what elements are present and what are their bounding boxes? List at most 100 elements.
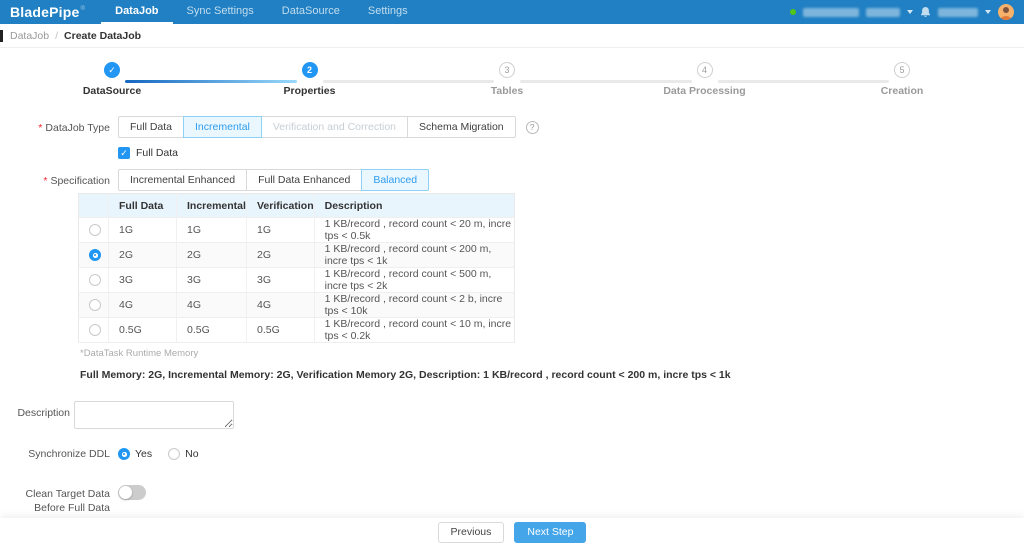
ddl-option-no[interactable]: No: [168, 448, 199, 461]
synchronize-ddl-label: Synchronize DDL: [28, 448, 110, 460]
required-asterisk: *: [43, 175, 48, 187]
top-nav-bar: BladePipe ® DataJob Sync Settings DataSo…: [0, 0, 1024, 24]
app-logo-text: BladePipe: [10, 4, 80, 20]
spec-radio-3g[interactable]: [89, 274, 101, 287]
table-header-row: Full Data Incremental Verification Descr…: [78, 193, 515, 218]
step-creation: 5 Creation: [881, 62, 923, 100]
breadcrumb-current: Create DataJob: [64, 29, 142, 42]
redacted-cluster-name: [803, 7, 859, 17]
cell-full-data: 3G: [108, 267, 177, 293]
col-header-incremental: Incremental: [176, 193, 247, 218]
topbar-right-group: [790, 0, 1024, 24]
full-data-checkbox-row: ✓ Full Data: [118, 147, 1024, 159]
option-incremental-enhanced[interactable]: Incremental Enhanced: [118, 169, 248, 191]
cell-description: 1 KB/record , record count < 200 m, incr…: [314, 242, 515, 268]
chevron-down-icon[interactable]: [907, 10, 913, 14]
specification-options: Incremental Enhanced Full Data Enhanced …: [118, 169, 430, 191]
cell-incremental: 1G: [176, 217, 247, 243]
cell-full-data: 4G: [108, 292, 177, 318]
specification-row: * Specification Incremental Enhanced Full…: [0, 169, 1024, 191]
cell-full-data: 1G: [108, 217, 177, 243]
cell-description: 1 KB/record , record count < 2 b, incre …: [314, 292, 515, 318]
step-label-datasource: DataSource: [82, 85, 142, 97]
datajob-type-row: * DataJob Type Full Data Incremental Veri…: [0, 116, 1024, 138]
main-nav-tabs: DataJob Sync Settings DataSource Setting…: [101, 0, 422, 24]
spec-radio-2g[interactable]: [89, 249, 101, 262]
bell-icon[interactable]: [920, 6, 931, 18]
user-chevron-down-icon[interactable]: [985, 10, 991, 14]
wizard-stepper: ✓ DataSource 2 Properties 3 Tables 4 Dat…: [0, 48, 1024, 100]
breadcrumb-parent[interactable]: DataJob: [10, 29, 50, 42]
option-full-data[interactable]: Full Data: [118, 116, 185, 138]
question-icon[interactable]: ?: [525, 120, 539, 134]
step-connector: [322, 79, 494, 83]
clean-target-toggle[interactable]: [118, 485, 146, 501]
breadcrumb-accent-bar: [0, 30, 3, 42]
spec-radio-1g[interactable]: [89, 224, 101, 237]
nav-tab-datajob[interactable]: DataJob: [101, 0, 173, 24]
step-number: 5: [894, 62, 910, 78]
description-textarea[interactable]: [74, 401, 234, 429]
spec-radio-4g[interactable]: [89, 299, 101, 312]
step-label-tables: Tables: [490, 85, 524, 97]
datajob-type-label: * DataJob Type: [38, 122, 110, 134]
col-header-full-data: Full Data: [108, 193, 177, 218]
cell-verification: 2G: [246, 242, 315, 268]
specification-label: * Specification: [43, 175, 110, 187]
step-number: 3: [499, 62, 515, 78]
option-full-data-enhanced[interactable]: Full Data Enhanced: [246, 169, 363, 191]
table-row: 2G 2G 2G 1 KB/record , record count < 20…: [78, 242, 515, 268]
col-header-description: Description: [314, 193, 515, 218]
spec-radio-05g[interactable]: [89, 324, 101, 337]
cell-full-data: 0.5G: [108, 317, 177, 343]
redacted-cluster-suffix: [866, 7, 900, 17]
status-dot: [790, 9, 796, 15]
cell-description: 1 KB/record , record count < 10 m, incre…: [314, 317, 515, 343]
datajob-properties-form: * DataJob Type Full Data Incremental Veri…: [0, 100, 1024, 547]
cell-full-data: 2G: [108, 242, 177, 268]
registered-mark: ®: [80, 5, 86, 12]
wizard-footer: Previous Next Step: [0, 518, 1024, 547]
cell-description: 1 KB/record , record count < 500 m, incr…: [314, 267, 515, 293]
full-data-checkbox[interactable]: ✓: [118, 147, 130, 159]
option-schema-migration[interactable]: Schema Migration: [407, 116, 516, 138]
radio-yes[interactable]: [118, 448, 130, 461]
step-number: 4: [696, 62, 713, 78]
previous-button[interactable]: Previous: [437, 522, 505, 543]
nav-tab-datasource[interactable]: DataSource: [281, 5, 340, 17]
step-datasource: ✓ DataSource: [83, 62, 302, 100]
ddl-option-yes[interactable]: Yes: [118, 448, 152, 461]
cell-verification: 4G: [246, 292, 315, 318]
required-asterisk: *: [38, 122, 43, 134]
cell-incremental: 2G: [176, 242, 247, 268]
table-row: 1G 1G 1G 1 KB/record , record count < 20…: [78, 217, 515, 243]
table-footnote: *DataTask Runtime Memory: [80, 348, 199, 359]
clean-target-row: Clean Target Data Before Full Data: [0, 485, 1024, 515]
synchronize-ddl-row: Synchronize DDL Yes No: [0, 447, 1024, 461]
cell-verification: 3G: [246, 267, 315, 293]
option-verification-and-correction: Verification and Correction: [260, 116, 409, 138]
col-header-verification: Verification: [246, 193, 315, 218]
step-connector: [125, 79, 297, 83]
next-step-button[interactable]: Next Step: [514, 522, 587, 543]
table-row: 3G 3G 3G 1 KB/record , record count < 50…: [78, 267, 515, 293]
app-logo[interactable]: BladePipe ®: [0, 0, 95, 24]
table-row: 4G 4G 4G 1 KB/record , record count < 2 …: [78, 292, 515, 318]
step-tables: 3 Tables: [491, 62, 697, 100]
option-incremental[interactable]: Incremental: [183, 116, 262, 138]
step-label-creation: Creation: [880, 85, 924, 97]
cell-description: 1 KB/record , record count < 20 m, incre…: [314, 217, 515, 243]
nav-tab-sync-settings[interactable]: Sync Settings: [186, 5, 254, 17]
datajob-type-options: Full Data Incremental Verification and C…: [118, 116, 516, 138]
step-connector: [717, 79, 889, 83]
breadcrumb-separator: /: [55, 29, 59, 42]
avatar[interactable]: [998, 4, 1014, 20]
radio-no[interactable]: [168, 448, 181, 461]
cell-incremental: 4G: [176, 292, 247, 318]
cell-verification: 1G: [246, 217, 315, 243]
option-balanced[interactable]: Balanced: [361, 169, 430, 191]
step-properties: 2 Properties: [284, 62, 500, 100]
avatar-body: [1000, 16, 1012, 20]
nav-tab-settings[interactable]: Settings: [367, 5, 408, 17]
